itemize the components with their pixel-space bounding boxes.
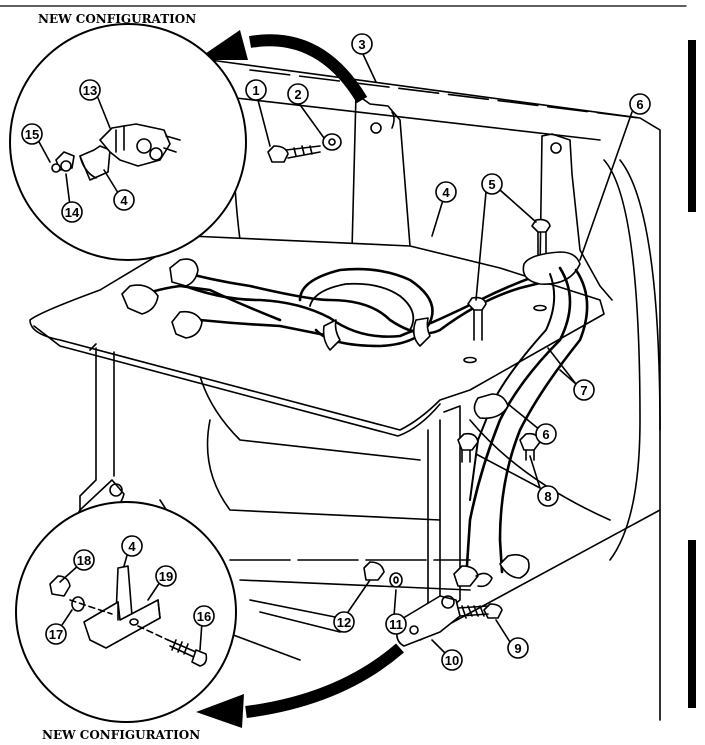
callout-10: 10 — [441, 649, 463, 671]
callout-7: 7 — [573, 379, 595, 401]
callout-11: 11 — [385, 613, 407, 635]
svg-text:4: 4 — [120, 193, 128, 208]
callout-19: 19 — [155, 565, 177, 587]
margin-bar-bottom — [688, 540, 696, 708]
svg-text:10: 10 — [445, 653, 459, 668]
svg-text:5: 5 — [488, 177, 495, 192]
callout-4-main: 4 — [435, 181, 457, 203]
callout-8: 8 — [537, 485, 559, 507]
callout-5: 5 — [481, 173, 503, 195]
callout-6-bottom: 6 — [535, 423, 557, 445]
svg-text:16: 16 — [197, 609, 211, 624]
svg-text:9: 9 — [514, 641, 521, 656]
svg-text:4: 4 — [128, 539, 136, 554]
svg-text:2: 2 — [294, 87, 301, 102]
caption-top: NEW CONFIGURATION — [38, 12, 197, 26]
svg-text:15: 15 — [25, 127, 39, 142]
callout-16: 16 — [193, 605, 215, 627]
callout-2: 2 — [287, 83, 309, 105]
margin-bar-top — [688, 40, 696, 212]
callout-14: 14 — [61, 201, 83, 223]
svg-text:7: 7 — [580, 383, 587, 398]
callout-9: 9 — [507, 637, 529, 659]
svg-text:11: 11 — [389, 617, 403, 632]
svg-text:13: 13 — [83, 83, 97, 98]
svg-text:8: 8 — [544, 489, 551, 504]
caption-bottom: NEW CONFIGURATION — [42, 728, 201, 742]
svg-text:6: 6 — [636, 97, 643, 112]
svg-text:14: 14 — [65, 205, 80, 220]
callout-12: 12 — [333, 611, 355, 633]
callout-3: 3 — [351, 33, 373, 55]
svg-text:17: 17 — [49, 627, 63, 642]
svg-text:1: 1 — [252, 83, 259, 98]
svg-text:19: 19 — [159, 569, 173, 584]
callout-18: 18 — [73, 549, 95, 571]
callout-1: 1 — [245, 79, 267, 101]
svg-text:12: 12 — [337, 615, 351, 630]
callout-4-top-inset: 4 — [113, 189, 135, 211]
callout-13: 13 — [79, 79, 101, 101]
callout-4-bottom-inset: 4 — [121, 535, 143, 557]
svg-text:18: 18 — [77, 553, 91, 568]
callout-17: 17 — [45, 623, 67, 645]
callout-15: 15 — [21, 123, 43, 145]
svg-text:3: 3 — [358, 37, 365, 52]
callout-6-top: 6 — [629, 93, 651, 115]
svg-text:6: 6 — [542, 427, 549, 442]
svg-text:4: 4 — [442, 185, 450, 200]
